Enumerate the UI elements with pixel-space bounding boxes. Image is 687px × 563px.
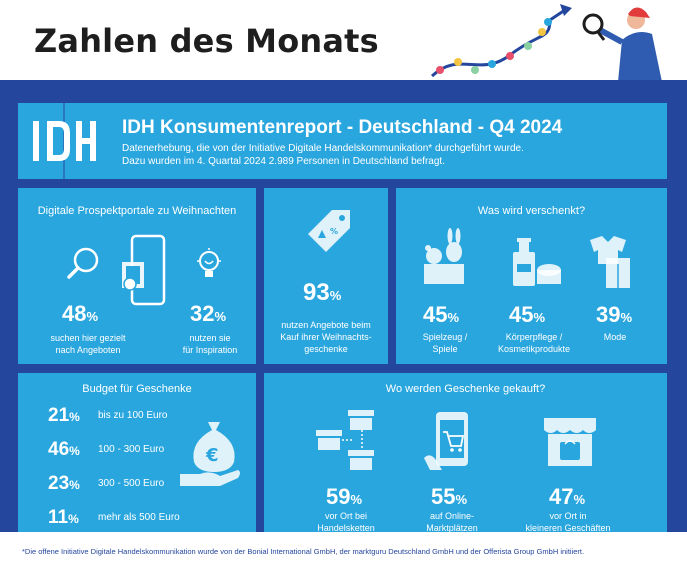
budget-value: 46% [48, 439, 80, 460]
subtitle-line: Datenerhebung, die von der Initiative Di… [122, 143, 524, 154]
arrow-head-icon [560, 4, 572, 16]
stat-value: 55% [431, 484, 468, 509]
stat-value: 47% [549, 484, 586, 509]
verschenkt-title: Was wird verschenkt? [477, 205, 586, 217]
stat-caption: nutzen Angebote beim Kauf ihrer Weihnacht… [280, 320, 372, 354]
clothing-icon [590, 236, 630, 288]
stat-caption: suchen hier gezielt nach Angeboten [50, 333, 126, 355]
stat-value: 93% [303, 279, 342, 306]
stat-caption: Spielzeug / Spiele [422, 332, 468, 354]
phone-cart-icon [424, 412, 468, 470]
svg-text:%: % [330, 227, 338, 236]
budget-label: 300 - 500 Euro [98, 478, 165, 489]
small-shop-icon [544, 418, 596, 466]
stat-value: 45% [423, 302, 460, 327]
budget-label: mehr als 500 Euro [98, 512, 180, 523]
budget-value: 23% [48, 473, 80, 494]
price-tag-icon: % [308, 210, 350, 252]
stat-caption: Mode [603, 332, 627, 342]
stat-value: 59% [326, 484, 363, 509]
stat-caption: Körperpflege / Kosmetikprodukte [497, 332, 571, 354]
magnifier-icon [67, 247, 99, 279]
stat-caption: auf Online- Marktplätzen [426, 511, 478, 533]
stat-value: 39% [596, 302, 633, 327]
stat-caption: vor Ort bei Handelsketten [317, 511, 375, 533]
report-title: IDH Konsumentenreport - Deutschland - Q4… [122, 117, 563, 138]
gekauft-title: Wo werden Geschenke gekauft? [385, 383, 546, 395]
money-bag-hand-icon: € [180, 422, 240, 486]
person-with-magnifier-icon [582, 7, 662, 82]
footnote: *Die offene Initiative Digitale Handelsk… [22, 547, 585, 556]
lightbulb-icon [197, 248, 221, 277]
idh-logo [18, 103, 110, 179]
report-subtitle: Datenerhebung, die von der Initiative Di… [122, 142, 642, 168]
euro-symbol: € [205, 445, 219, 466]
subtitle-line: Dazu wurden im 4. Quartal 2024 2.989 Per… [122, 156, 445, 167]
stat-caption: nutzen sie für Inspiration [182, 333, 238, 355]
budget-label: bis zu 100 Euro [98, 410, 168, 421]
cosmetics-icon [513, 238, 561, 286]
prospekt-title: Digitale Prospektportale zu Weihnachten [37, 205, 237, 217]
budget-label: 100 - 300 Euro [98, 444, 165, 455]
holiday-lights-illustration [430, 4, 662, 82]
stat-value: 48% [62, 301, 99, 326]
stat-value: 45% [509, 302, 546, 327]
stat-value: 32% [190, 301, 227, 326]
stat-caption: vor Ort in kleineren Geschäften [525, 511, 611, 533]
budget-value: 21% [48, 405, 80, 426]
page-title: Zahlen des Monats [34, 22, 379, 60]
header-panel [18, 103, 667, 179]
smartphone-brochure-icon [122, 234, 166, 306]
toys-icon [424, 228, 464, 284]
budget-title: Budget für Geschenke [82, 383, 192, 395]
store-chain-icon [316, 410, 374, 470]
budget-value: 11% [48, 507, 79, 528]
